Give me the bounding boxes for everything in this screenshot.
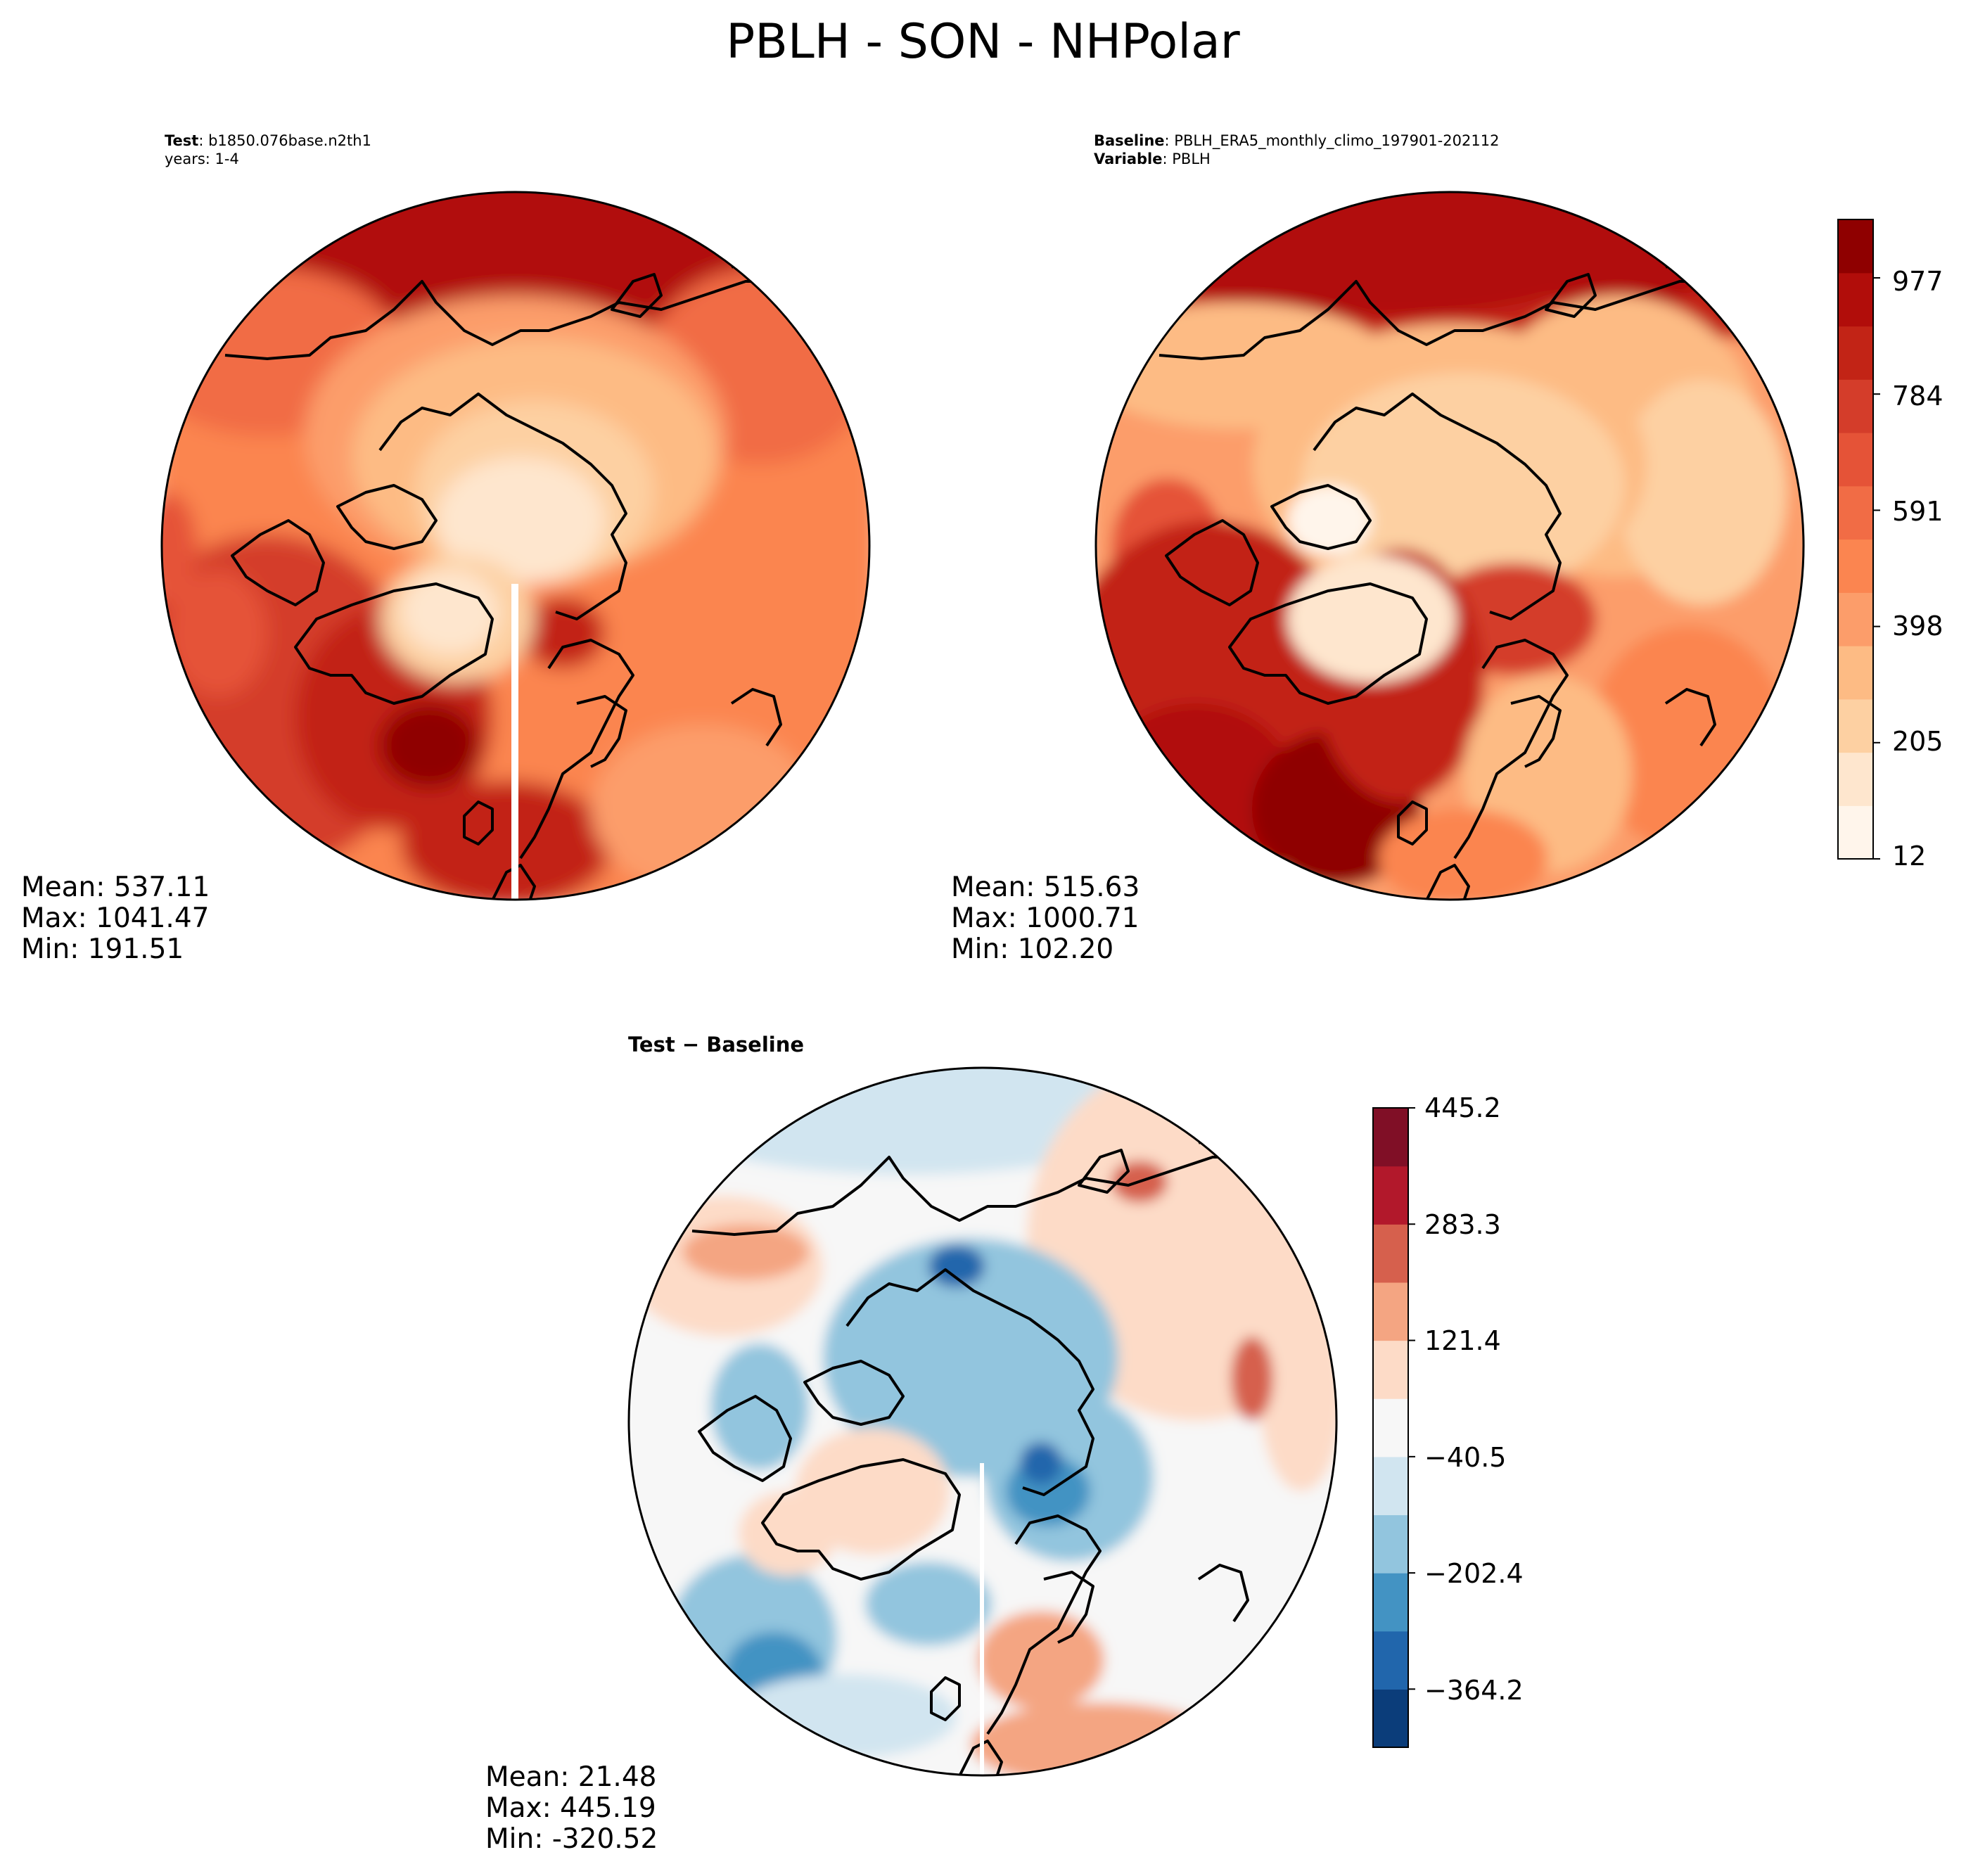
main-cbar-band-4 — [1838, 592, 1873, 646]
diff-cbar-band-5 — [1373, 1398, 1408, 1457]
baseline-header: Baseline: PBLH_ERA5_monthly_climo_197901… — [1094, 132, 1500, 167]
diff-cbar-band-1 — [1373, 1631, 1408, 1690]
test-max: Max: 1041.47 — [21, 902, 210, 934]
diff-cbar-band-8 — [1373, 1224, 1408, 1283]
test-map-boundary — [160, 191, 871, 901]
variable-header-value: PBLH — [1172, 151, 1211, 167]
diff-cbar-tick-3: −40.5 — [1424, 1442, 1507, 1473]
main-cbar-outline — [1837, 219, 1874, 860]
baseline-map-boundary — [1094, 191, 1805, 901]
main-cbar-band-7 — [1838, 433, 1873, 487]
diff-cbar-tick-2: 121.4 — [1424, 1325, 1501, 1356]
diff-min: Min: -320.52 — [485, 1823, 658, 1855]
main-cbar-band-5 — [1838, 539, 1873, 593]
baseline-max: Max: 1000.71 — [951, 902, 1140, 934]
main-cbar-band-8 — [1838, 379, 1873, 433]
diff-colorbar — [1372, 1107, 1415, 1748]
diff-max: Max: 445.19 — [485, 1792, 656, 1824]
main-cbar-band-1 — [1838, 752, 1873, 806]
diff-cbar-outline — [1372, 1107, 1409, 1748]
baseline-map — [1094, 191, 1805, 901]
baseline-mean: Mean: 515.63 — [951, 872, 1140, 903]
diff-cbar-band-7 — [1373, 1282, 1408, 1341]
diff-cbar-band-10 — [1373, 1108, 1408, 1167]
diff-cbar-tick-1: 283.3 — [1424, 1209, 1501, 1240]
diff-cbar-tick-0: 445.2 — [1424, 1092, 1501, 1123]
diff-map — [627, 1066, 1338, 1777]
baseline-min: Min: 102.20 — [951, 933, 1114, 965]
diff-cbar-tick-5: −364.2 — [1424, 1675, 1524, 1706]
test-years: years: 1-4 — [165, 151, 239, 167]
test-stats: Mean: 537.11 Max: 1041.47 Min: 191.51 — [21, 872, 210, 965]
test-header-key: Test — [165, 132, 199, 149]
main-cbar-tick-3: 591 — [1892, 496, 1943, 527]
baseline-header-value: PBLH_ERA5_monthly_climo_197901-202112 — [1174, 132, 1500, 149]
test-min: Min: 191.51 — [21, 933, 184, 965]
diff-coastlines — [691, 1128, 1255, 1775]
main-cbar-band-6 — [1838, 485, 1873, 540]
main-cbar-tick-0: 12 — [1892, 841, 1927, 872]
diff-cbar-band-2 — [1373, 1573, 1408, 1632]
test-map — [160, 191, 871, 901]
main-cbar-band-3 — [1838, 646, 1873, 700]
diff-stats: Mean: 21.48 Max: 445.19 Min: -320.52 — [485, 1762, 658, 1855]
diff-mean: Mean: 21.48 — [485, 1761, 657, 1793]
main-cbar-band-9 — [1838, 326, 1873, 380]
main-cbar-tick-5: 977 — [1892, 266, 1943, 297]
main-cbar-band-0 — [1838, 805, 1873, 860]
main-colorbar — [1837, 219, 1880, 860]
variable-header-key: Variable — [1094, 151, 1163, 167]
main-cbar-tick-1: 205 — [1892, 726, 1943, 757]
diff-cbar-band-3 — [1373, 1514, 1408, 1574]
test-header: Test: b1850.076base.n2th1 years: 1-4 — [165, 132, 371, 167]
main-cbar-band-10 — [1838, 272, 1873, 327]
diff-cbar-band-0 — [1373, 1689, 1408, 1748]
diff-header: Test − Baseline — [628, 1033, 805, 1057]
diff-cbar-band-6 — [1373, 1340, 1408, 1399]
main-cbar-band-11 — [1838, 219, 1873, 274]
main-cbar-tick-2: 398 — [1892, 611, 1943, 642]
test-mean: Mean: 537.11 — [21, 872, 210, 903]
baseline-header-key: Baseline — [1094, 132, 1165, 149]
baseline-stats: Mean: 515.63 Max: 1000.71 Min: 102.20 — [951, 872, 1140, 965]
diff-map-boundary — [627, 1066, 1338, 1777]
diff-cbar-band-4 — [1373, 1456, 1408, 1516]
diff-cbar-tick-4: −202.4 — [1424, 1558, 1524, 1589]
main-cbar-band-2 — [1838, 698, 1873, 753]
test-header-value: b1850.076base.n2th1 — [208, 132, 371, 149]
figure-title: PBLH - SON - NHPolar — [726, 14, 1240, 70]
diff-cbar-band-9 — [1373, 1166, 1408, 1225]
main-cbar-tick-4: 784 — [1892, 381, 1943, 411]
